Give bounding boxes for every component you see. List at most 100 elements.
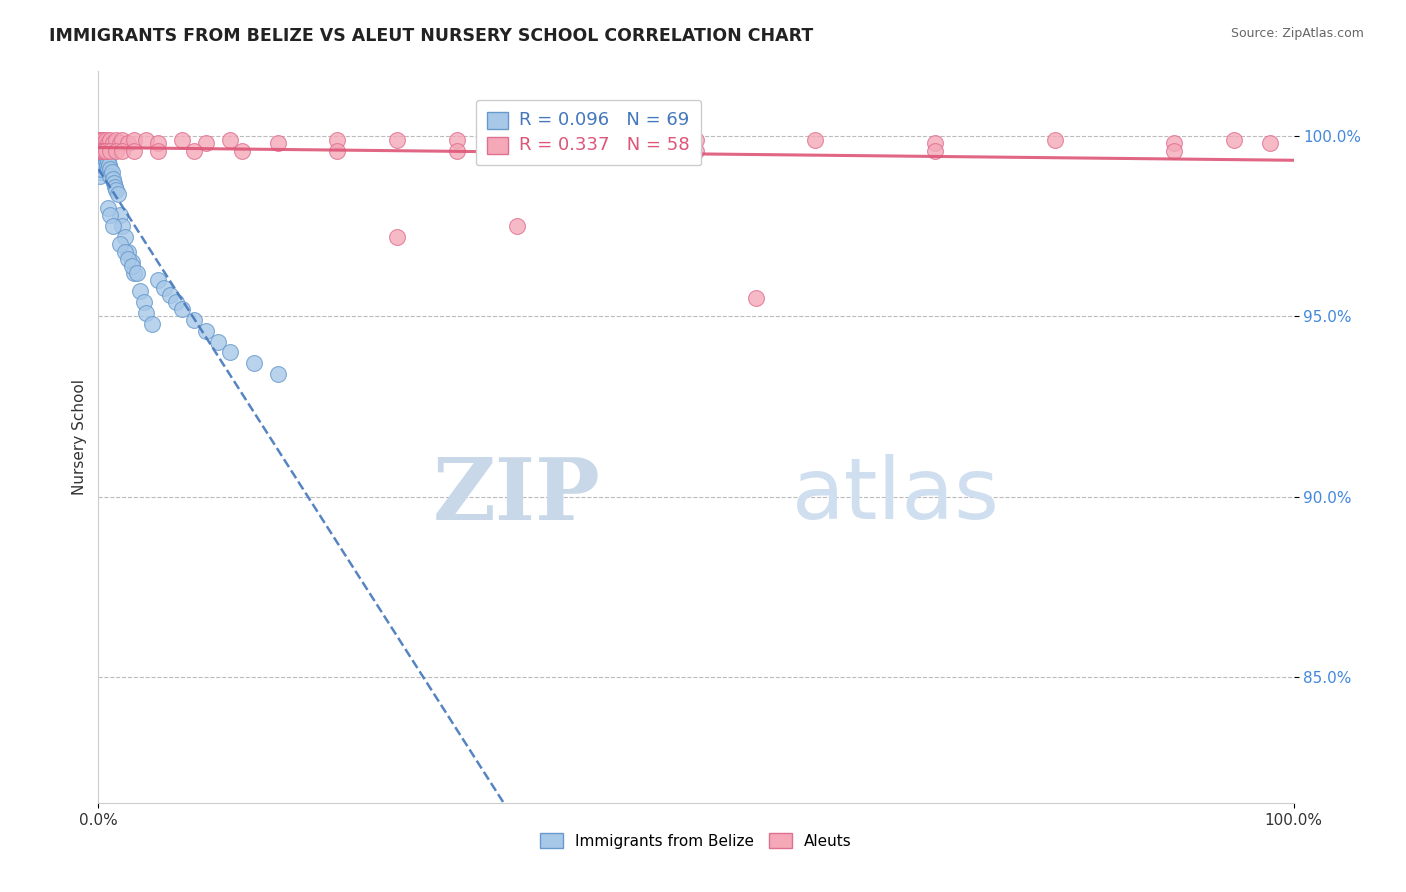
Point — [685, 144, 707, 158]
Point — [91, 147, 114, 161]
Point — [267, 136, 290, 151]
Point — [626, 136, 648, 151]
Point — [924, 144, 946, 158]
Point — [103, 176, 125, 190]
Point — [89, 169, 111, 183]
Point — [89, 144, 111, 158]
Text: IMMIGRANTS FROM BELIZE VS ALEUT NURSERY SCHOOL CORRELATION CHART: IMMIGRANTS FROM BELIZE VS ALEUT NURSERY … — [49, 27, 814, 45]
Point — [90, 136, 112, 151]
Point — [100, 165, 122, 179]
Point — [124, 144, 146, 158]
Text: Source: ZipAtlas.com: Source: ZipAtlas.com — [1230, 27, 1364, 40]
Point — [172, 133, 194, 147]
Point — [267, 367, 290, 381]
Point — [98, 144, 122, 158]
Point — [89, 140, 111, 154]
Point — [101, 172, 124, 186]
Point — [132, 295, 155, 310]
Point — [94, 147, 117, 161]
Point — [93, 136, 115, 151]
Point — [121, 259, 143, 273]
Point — [219, 133, 242, 147]
Point — [117, 244, 139, 259]
Point — [101, 219, 124, 234]
Point — [91, 136, 114, 151]
Point — [98, 133, 122, 147]
Point — [446, 133, 468, 147]
Point — [385, 230, 409, 244]
Point — [91, 154, 114, 169]
Point — [172, 302, 194, 317]
Point — [93, 144, 115, 158]
Point — [89, 158, 111, 172]
Point — [148, 273, 170, 287]
Point — [90, 140, 112, 154]
Point — [219, 345, 242, 359]
Text: atlas: atlas — [792, 454, 1000, 537]
Point — [91, 133, 114, 147]
Point — [89, 165, 111, 179]
Text: ZIP: ZIP — [433, 454, 600, 538]
Point — [97, 154, 120, 169]
Point — [89, 140, 111, 154]
Point — [104, 179, 127, 194]
Point — [385, 133, 409, 147]
Point — [105, 144, 128, 158]
Point — [89, 151, 111, 165]
Point — [107, 186, 129, 201]
Point — [207, 334, 229, 349]
Point — [89, 144, 111, 158]
Point — [183, 313, 205, 327]
Point — [148, 144, 170, 158]
Point — [89, 133, 111, 147]
Point — [89, 161, 111, 176]
Point — [93, 151, 115, 165]
Point — [153, 280, 176, 294]
Point — [111, 144, 134, 158]
Point — [446, 144, 468, 158]
Point — [165, 295, 187, 310]
Point — [1223, 133, 1246, 147]
Point — [114, 230, 136, 244]
Point — [243, 356, 266, 370]
Y-axis label: Nursery School: Nursery School — [72, 379, 87, 495]
Point — [159, 287, 181, 301]
Point — [1258, 136, 1281, 151]
Point — [91, 144, 114, 158]
Point — [924, 136, 946, 151]
Point — [90, 136, 112, 151]
Point — [91, 151, 114, 165]
Point — [685, 133, 707, 147]
Point — [91, 140, 114, 154]
Point — [98, 161, 122, 176]
Point — [96, 158, 118, 172]
Point — [108, 237, 131, 252]
Point — [111, 133, 134, 147]
Point — [90, 133, 112, 147]
Point — [565, 133, 588, 147]
Point — [97, 201, 120, 215]
Point — [93, 144, 115, 158]
Point — [506, 136, 529, 151]
Point — [98, 169, 122, 183]
Point — [89, 136, 111, 151]
Point — [105, 183, 128, 197]
Point — [121, 255, 143, 269]
Point — [89, 154, 111, 169]
Legend: Immigrants from Belize, Aleuts: Immigrants from Belize, Aleuts — [527, 821, 865, 861]
Point — [183, 144, 205, 158]
Point — [124, 266, 146, 280]
Point — [90, 147, 112, 161]
Point — [90, 154, 112, 169]
Point — [93, 158, 115, 172]
Point — [105, 133, 128, 147]
Point — [96, 151, 118, 165]
Point — [129, 284, 152, 298]
Point — [91, 144, 114, 158]
Point — [804, 133, 827, 147]
Point — [94, 154, 117, 169]
Point — [195, 136, 218, 151]
Point — [326, 144, 349, 158]
Point — [195, 324, 218, 338]
Point — [111, 219, 134, 234]
